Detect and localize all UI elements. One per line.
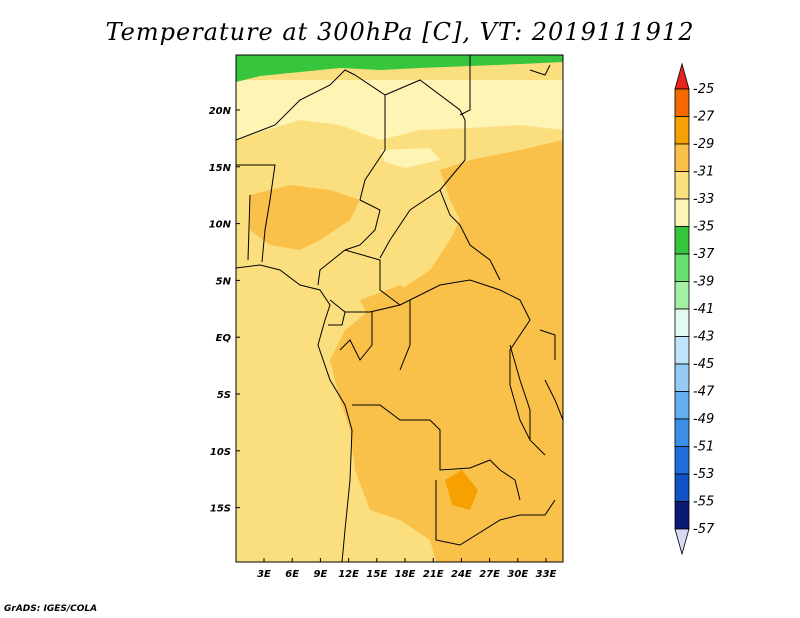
lat-tick-label: 20N [209, 106, 232, 117]
colorbar-label: -43 [693, 330, 714, 345]
colorbar-label: -47 [693, 385, 715, 400]
colorbar: -25 -27 -29 -31 -33 -35 -37 -39 -41 -43 -45 -47 -49 -… [674, 62, 715, 556]
colorbar-segment [674, 116, 690, 145]
lat-tick-label: 5N [216, 276, 232, 287]
lon-tick-label: 6E [285, 569, 299, 580]
map-frame [235, 54, 564, 563]
longitude-axis: 3E 6E 9E 12E 15E 18E 21E 24E 27E 30E 33E [257, 558, 557, 580]
colorbar-label: -53 [693, 467, 714, 482]
colorbar-label: -27 [693, 110, 715, 125]
coastlines [236, 64, 556, 562]
latitude-axis: 20N 15N 10N 5N EQ 5S 10S 15S [209, 106, 240, 515]
lon-tick-label: 3E [257, 569, 271, 580]
lon-tick-label: 33E [536, 569, 557, 580]
lon-tick-label: 9E [314, 569, 328, 580]
lon-tick-label: 30E [507, 569, 528, 580]
colorbar-segment [674, 501, 690, 530]
lon-tick-label: 24E [451, 569, 472, 580]
lat-tick-label: 10S [210, 447, 231, 458]
colorbar-segment [674, 88, 690, 117]
colorbar-label: -31 [693, 165, 714, 180]
lon-tick-label: 27E [479, 569, 500, 580]
colorbar-segment [674, 171, 690, 200]
lon-tick-label: 21E [423, 569, 444, 580]
lat-tick-label: 10N [209, 220, 232, 231]
map-title: Temperature at 300hPa [C], VT: 201911191… [105, 18, 695, 46]
lon-tick-label: 15E [366, 569, 387, 580]
colorbar-segment [674, 226, 690, 255]
country-borders [236, 55, 563, 546]
colorbar-segment [674, 391, 690, 420]
grads-credit: GrADS: IGES/COLA [4, 604, 98, 614]
colorbar-label: -33 [693, 192, 714, 207]
colorbar-label: -25 [693, 82, 714, 97]
colorbar-segment [674, 446, 690, 475]
lat-tick-label: 15N [209, 163, 232, 174]
colorbar-label: -41 [693, 302, 714, 317]
colorbar-segment [674, 198, 690, 227]
colorbar-bottom-arrow [674, 528, 690, 556]
colorbar-label: -55 [693, 495, 714, 510]
lat-tick-label: EQ [216, 333, 232, 344]
lat-tick-label: 15S [210, 504, 231, 515]
colorbar-label: -51 [693, 440, 714, 455]
colorbar-segment [674, 473, 690, 502]
colorbar-label: -39 [693, 275, 714, 290]
colorbar-segment [674, 143, 690, 172]
colorbar-label: -45 [693, 357, 714, 372]
colorbar-label: -57 [693, 522, 715, 537]
colorbar-label: -35 [693, 220, 714, 235]
colorbar-label: -49 [693, 412, 714, 427]
colorbar-label: -29 [693, 137, 714, 152]
colorbar-segment [674, 418, 690, 447]
lat-tick-label: 5S [217, 390, 231, 401]
colorbar-label: -37 [693, 247, 715, 262]
colorbar-top-arrow [674, 62, 690, 90]
temperature-field [236, 55, 563, 562]
lon-tick-label: 12E [338, 569, 359, 580]
colorbar-segment [674, 336, 690, 365]
colorbar-segment [674, 308, 690, 337]
colorbar-segment [674, 363, 690, 392]
lon-tick-label: 18E [395, 569, 416, 580]
colorbar-segment [674, 253, 690, 282]
colorbar-segment [674, 281, 690, 310]
